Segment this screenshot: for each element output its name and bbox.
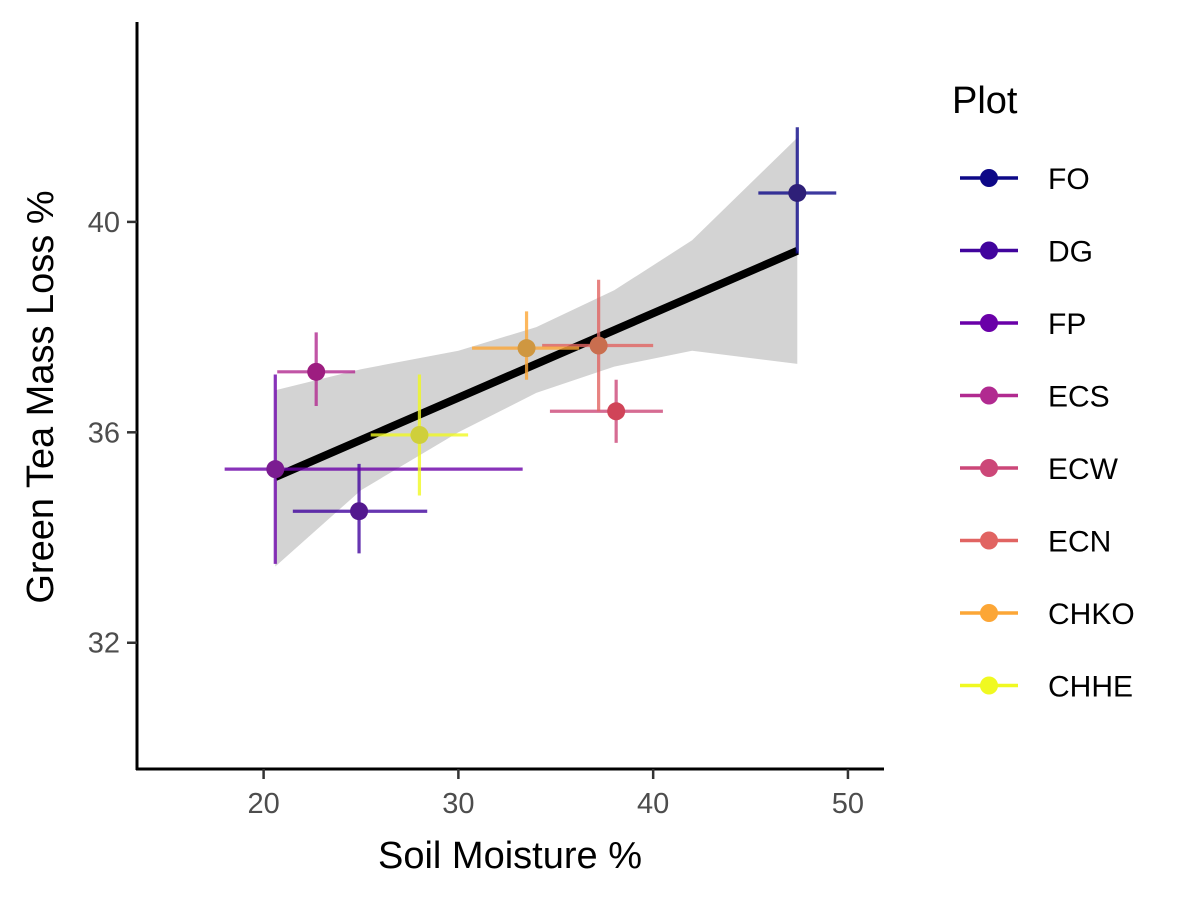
data-point-ecs: [307, 362, 326, 381]
legend-key-point: [980, 169, 998, 187]
y-tick-label: 36: [88, 417, 120, 449]
y-tick-label: 40: [88, 207, 120, 239]
legend-item-chko: CHKO: [960, 598, 1135, 631]
legend-key-point: [980, 386, 998, 405]
legend-key-point: [980, 604, 998, 622]
x-axis-title: Soil Moisture %: [378, 835, 642, 877]
legend-key-point: [980, 314, 998, 332]
legend-label: ECW: [1048, 453, 1119, 486]
legend-label: FO: [1048, 163, 1090, 196]
trend-line: [273, 247, 799, 481]
legend-key-point: [980, 241, 998, 260]
legend-item-fp: FP: [960, 308, 1086, 341]
legend-items: FO DG FP ECS ECW ECN CHKO CHHE: [960, 163, 1135, 704]
legend-key-point: [980, 531, 998, 550]
y-axis-ticks: 32 36 40: [88, 207, 137, 660]
x-axis-ticks: 20 30 40 50: [247, 769, 864, 820]
legend-item-dg: DG: [960, 236, 1093, 269]
legend-item-chhe: CHHE: [960, 671, 1133, 704]
legend-key-point: [980, 459, 998, 477]
data-point-fo: [788, 183, 807, 202]
data-point-layer: [266, 183, 807, 521]
legend-item-ecs: ECS: [960, 381, 1110, 414]
legend-label: CHHE: [1048, 671, 1133, 704]
legend-key-point: [980, 676, 998, 695]
legend-label: CHKO: [1048, 598, 1135, 631]
trend-line-layer: [273, 247, 799, 481]
x-tick-label: 50: [832, 788, 864, 820]
x-tick-label: 40: [637, 788, 669, 820]
data-point-dg: [350, 502, 369, 521]
legend-label: DG: [1048, 236, 1093, 269]
confidence-band: [275, 137, 798, 567]
data-point-chhe: [410, 425, 429, 444]
data-point-fp: [266, 460, 285, 479]
legend-item-ecn: ECN: [960, 526, 1111, 559]
data-point-chko: [517, 339, 536, 358]
data-point-ecw: [607, 402, 626, 421]
y-tick-label: 32: [88, 628, 120, 660]
legend-item-fo: FO: [960, 163, 1090, 196]
legend-label: FP: [1048, 308, 1086, 341]
legend-title: Plot: [952, 80, 1018, 122]
x-tick-label: 20: [247, 788, 279, 820]
legend-label: ECN: [1048, 526, 1111, 559]
x-tick-label: 30: [442, 788, 474, 820]
legend-label: ECS: [1048, 381, 1110, 414]
data-point-ecn: [589, 336, 608, 355]
legend-item-ecw: ECW: [960, 453, 1119, 486]
y-axis-title: Green Tea Mass Loss %: [20, 190, 62, 603]
legend: Plot FO DG FP ECS ECW ECN CHKO CHHE: [952, 80, 1135, 704]
confidence-band-layer: [275, 137, 798, 567]
